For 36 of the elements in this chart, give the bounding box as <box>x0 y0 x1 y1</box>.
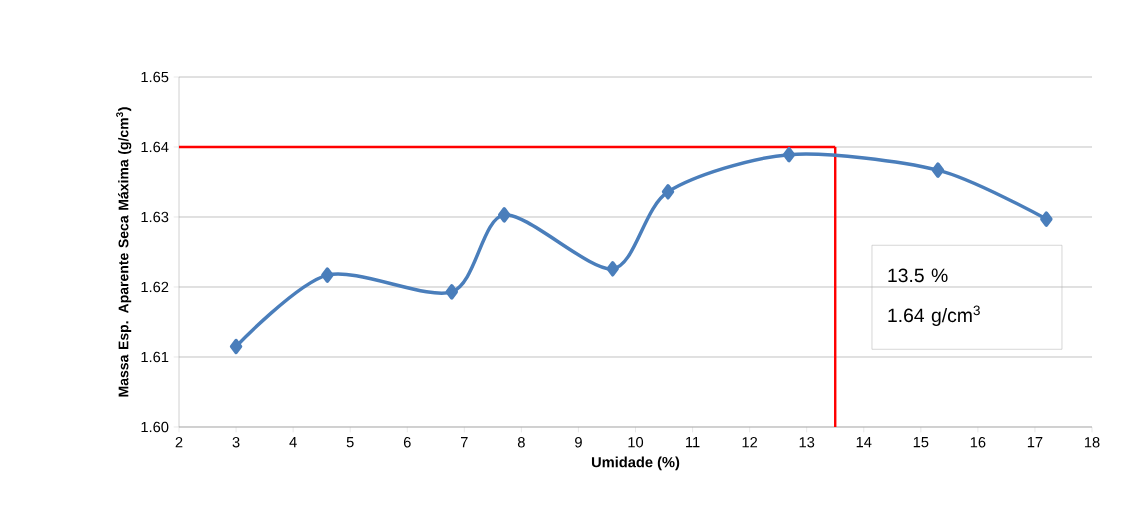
y-tick-label: 1.63 <box>141 211 169 223</box>
x-tick-label: 9 <box>575 437 582 448</box>
x-tick-label: 13 <box>799 437 815 448</box>
point <box>229 338 243 355</box>
y-tick-label: 1.65 <box>141 71 169 83</box>
point <box>321 267 334 283</box>
point <box>606 261 619 277</box>
x-tick-label: 10 <box>628 437 644 448</box>
point <box>782 146 796 163</box>
x-tick-label: 18 <box>1084 437 1100 448</box>
y-tick-label: 1.62 <box>141 281 169 293</box>
y-tick-label: 1.60 <box>141 421 169 433</box>
x-tick-label: 11 <box>686 437 700 448</box>
annotation: 13.5 % <box>888 268 948 283</box>
x-tick-label: 14 <box>856 437 872 448</box>
x-tick-label: 16 <box>970 437 986 448</box>
x-tick-label: 4 <box>289 437 297 448</box>
x-tick-label: 6 <box>403 437 411 448</box>
point <box>1040 211 1053 227</box>
x-tick-label: 15 <box>913 437 929 448</box>
y-axis-title: Massa Esp. Aparente Seca Máxima (g/cm$^{3}$) <box>116 107 132 397</box>
x-tick-label: 12 <box>742 437 758 448</box>
point <box>445 284 458 300</box>
x-axis-title: Umidade (%) <box>591 456 680 471</box>
annotation: 1.64 g/cm$^{3}$ <box>888 305 980 327</box>
point <box>498 207 511 223</box>
x-tick-label: 2 <box>175 437 183 448</box>
point <box>661 184 675 200</box>
y-tick-label: 1.64 <box>141 141 169 153</box>
x-tick-label: 7 <box>460 437 468 448</box>
x-tick-label: 5 <box>346 437 354 448</box>
x-tick-label: 3 <box>232 437 240 448</box>
x-tick-label: 17 <box>1027 437 1043 448</box>
point <box>931 162 945 178</box>
x-tick-label: 8 <box>517 437 525 448</box>
y-tick-label: 1.61 <box>141 351 169 363</box>
